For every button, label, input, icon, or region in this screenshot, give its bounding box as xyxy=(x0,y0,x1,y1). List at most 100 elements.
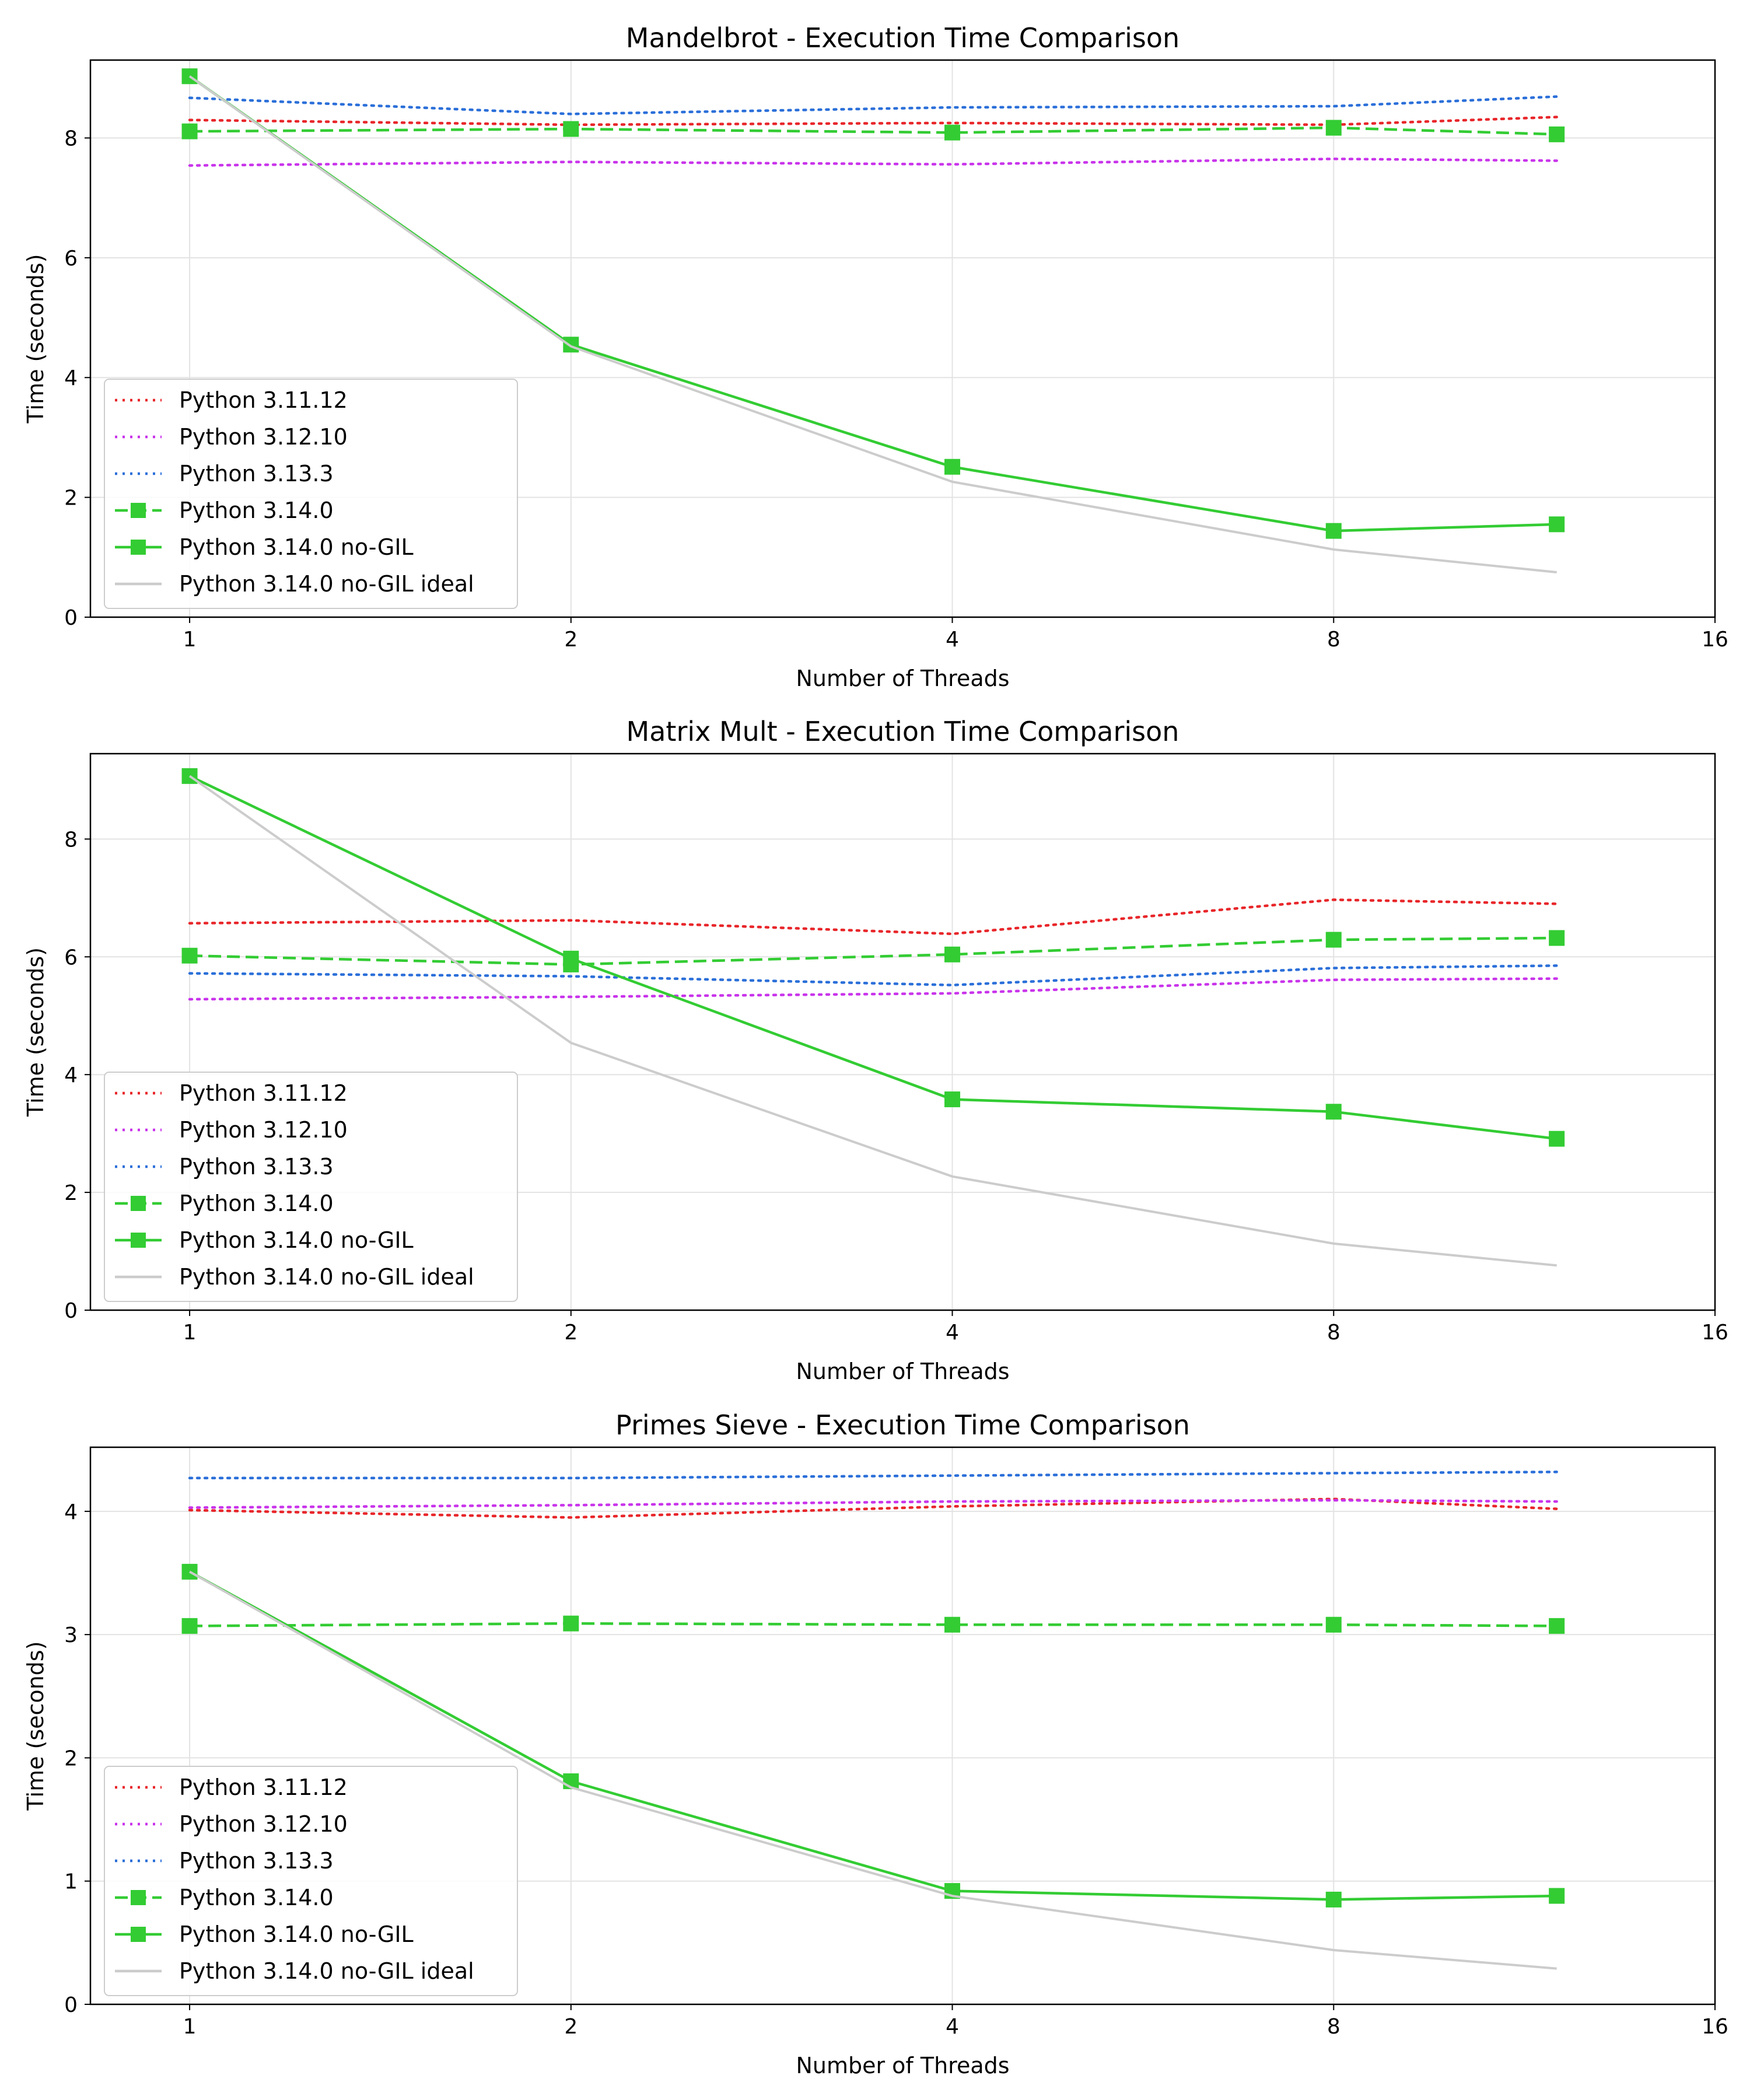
y-tick-label: 2 xyxy=(64,1746,78,1770)
y-axis-label: Time (seconds) xyxy=(23,254,48,424)
data-point-marker xyxy=(1325,932,1342,948)
legend-label: Python 3.14.0 xyxy=(179,1191,334,1216)
x-axis-label: Number of Threads xyxy=(796,2053,1009,2078)
chart-title: Matrix Mult - Execution Time Comparison xyxy=(626,716,1180,747)
legend-marker xyxy=(131,1233,146,1248)
y-tick-label: 1 xyxy=(64,1870,78,1894)
series-line xyxy=(190,936,1557,966)
legend-marker xyxy=(131,540,146,555)
data-point-marker xyxy=(1549,1618,1565,1634)
y-tick-label: 4 xyxy=(64,366,78,390)
series-line xyxy=(188,158,1558,167)
legend-label: Python 3.14.0 no-GIL ideal xyxy=(179,1958,474,1984)
x-tick-label: 1 xyxy=(183,628,197,652)
legend-label: Python 3.14.0 xyxy=(179,498,334,523)
x-tick-label: 1 xyxy=(183,2015,197,2039)
data-point-marker xyxy=(1325,1616,1342,1633)
data-point-marker xyxy=(1549,516,1565,533)
x-tick-label: 4 xyxy=(946,628,959,652)
legend-marker xyxy=(131,1927,146,1942)
legend-box xyxy=(104,379,518,609)
legend-label: Python 3.11.12 xyxy=(179,1080,348,1106)
data-point-marker xyxy=(563,950,579,967)
x-tick-label: 8 xyxy=(1327,2015,1340,2039)
series-line xyxy=(188,977,1558,1001)
data-point-marker xyxy=(181,1618,198,1634)
data-point-marker xyxy=(181,947,198,964)
legend: Python 3.11.12 Python 3.12.10 Python 3.13.… xyxy=(104,1766,518,1996)
legend-marker xyxy=(131,1196,146,1211)
data-point-marker xyxy=(1325,523,1342,539)
chart-panel-1: 1 2 4 8 16 0 2 4 6 8 Mandelbrot - Execution Time C… xyxy=(23,22,1728,691)
legend-label: Python 3.12.10 xyxy=(179,1811,348,1837)
y-tick-label: 4 xyxy=(64,1063,78,1087)
legend-label: Python 3.14.0 no-GIL xyxy=(179,1227,414,1253)
plot-frame xyxy=(89,752,1716,1311)
x-tick-label: 2 xyxy=(564,628,578,652)
x-tick-label: 16 xyxy=(1702,628,1728,652)
chart-panel-3: 1 2 4 8 16 0 1 2 3 4 Primes Sieve - Execution Time… xyxy=(23,1409,1728,2078)
chart-title: Primes Sieve - Execution Time Comparison xyxy=(615,1409,1190,1441)
y-tick-label: 3 xyxy=(64,1623,78,1647)
legend-box xyxy=(104,1072,518,1302)
series-line xyxy=(188,1499,1558,1509)
x-tick-label: 4 xyxy=(946,1321,959,1345)
series-line xyxy=(188,116,1558,127)
data-point-marker xyxy=(181,768,198,784)
data-point-marker xyxy=(1325,120,1342,136)
data-point-marker xyxy=(563,121,579,137)
chart-panel-2: 1 2 4 8 16 0 2 4 6 8 Matrix Mult - Execution Time … xyxy=(23,716,1728,1384)
data-point-marker xyxy=(944,1616,961,1633)
y-axis-label: Time (seconds) xyxy=(23,1641,48,1811)
series-line xyxy=(189,1570,1557,1970)
series-line xyxy=(188,964,1558,986)
plot-frame xyxy=(89,59,1716,618)
data-point-marker xyxy=(944,459,961,475)
legend-box xyxy=(104,1766,518,1996)
series-line xyxy=(190,1622,1557,1628)
series-line xyxy=(188,95,1558,116)
x-tick-label: 8 xyxy=(1327,628,1340,652)
legend-marker xyxy=(131,1890,146,1905)
x-tick-label: 1 xyxy=(183,1321,197,1345)
x-tick-label: 16 xyxy=(1702,2015,1728,2039)
data-point-marker xyxy=(1325,1104,1342,1120)
data-point-marker xyxy=(944,946,961,963)
legend: Python 3.11.12 Python 3.12.10 Python 3.13.… xyxy=(104,379,518,609)
data-point-marker xyxy=(563,1615,579,1632)
legend-label: Python 3.12.10 xyxy=(179,1117,348,1143)
legend-label: Python 3.12.10 xyxy=(179,424,348,450)
legend-marker xyxy=(131,503,146,518)
x-tick-label: 8 xyxy=(1327,1321,1340,1345)
chart-title: Mandelbrot - Execution Time Comparison xyxy=(626,22,1180,54)
y-tick-label: 8 xyxy=(64,127,78,150)
data-point-marker xyxy=(1549,1130,1565,1147)
series-line xyxy=(188,1471,1558,1480)
series-line xyxy=(190,126,1557,136)
legend-label: Python 3.14.0 no-GIL ideal xyxy=(179,1264,474,1290)
data-point-marker xyxy=(181,68,198,85)
y-tick-label: 0 xyxy=(64,1299,78,1323)
legend-label: Python 3.14.0 no-GIL ideal xyxy=(179,571,474,597)
legend-label: Python 3.13.3 xyxy=(179,461,334,487)
series-line xyxy=(188,75,1557,573)
y-tick-label: 0 xyxy=(64,606,78,630)
x-axis-label: Number of Threads xyxy=(796,1359,1009,1384)
x-tick-label: 16 xyxy=(1702,1321,1728,1345)
data-point-marker xyxy=(181,123,198,139)
data-point-marker xyxy=(1549,1888,1565,1904)
x-axis-label: Number of Threads xyxy=(796,666,1009,691)
legend-label: Python 3.14.0 no-GIL xyxy=(179,1922,414,1947)
x-tick-label: 2 xyxy=(564,2015,578,2039)
y-axis-label: Time (seconds) xyxy=(23,947,48,1117)
y-tick-label: 6 xyxy=(64,946,78,970)
data-point-marker xyxy=(1549,930,1565,946)
data-point-marker xyxy=(1549,126,1565,142)
plot-frame xyxy=(89,1446,1716,2006)
series-line xyxy=(188,775,1557,1267)
x-tick-label: 2 xyxy=(564,1321,578,1345)
x-tick-label: 4 xyxy=(946,2015,959,2039)
y-tick-label: 2 xyxy=(64,487,78,510)
legend-label: Python 3.14.0 xyxy=(179,1885,334,1910)
